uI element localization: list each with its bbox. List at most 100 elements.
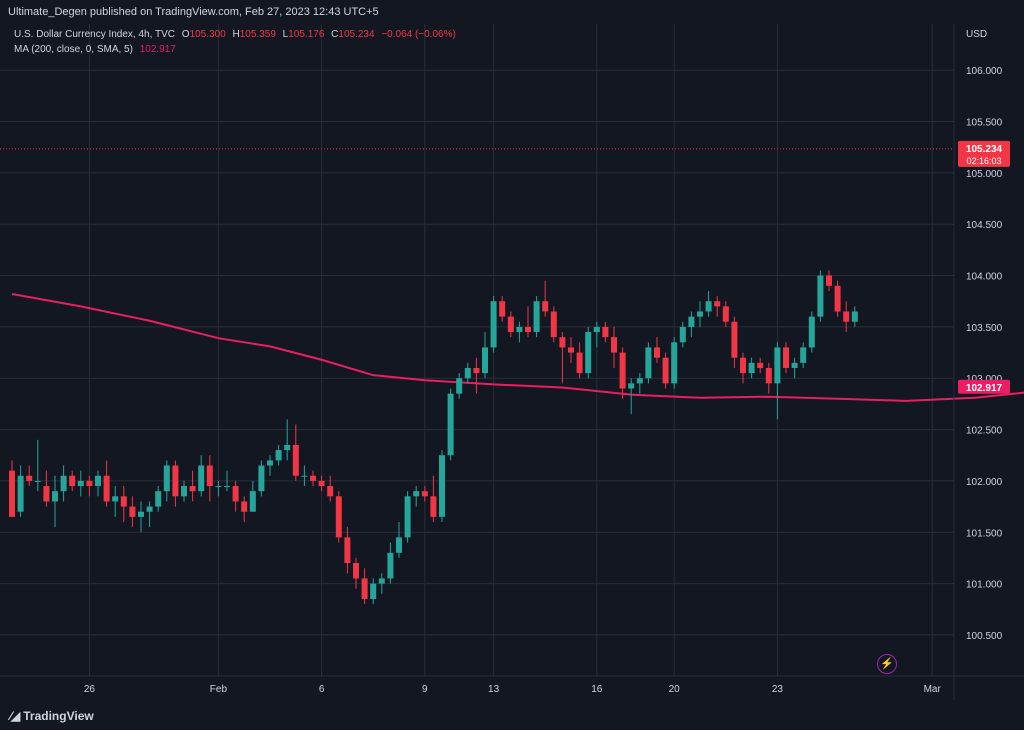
candle-body bbox=[26, 475, 33, 481]
candle bbox=[172, 460, 179, 507]
candle bbox=[851, 306, 858, 327]
candle bbox=[43, 470, 50, 507]
candle-body bbox=[611, 337, 617, 353]
candle bbox=[335, 491, 342, 543]
candle bbox=[258, 460, 265, 497]
symbol-name: U.S. Dollar Currency Index, 4h, TVC bbox=[14, 29, 175, 40]
candle bbox=[834, 280, 841, 317]
candle bbox=[396, 521, 402, 558]
close-label: C bbox=[331, 29, 339, 40]
candle bbox=[619, 347, 626, 399]
candle-body bbox=[568, 347, 574, 353]
candle-body bbox=[163, 465, 170, 492]
candle-body bbox=[645, 347, 652, 379]
candle-body bbox=[516, 326, 523, 333]
candle-body bbox=[757, 362, 764, 368]
candle-body bbox=[387, 552, 394, 579]
tradingview-logo-icon: ⁄◢ bbox=[10, 709, 20, 723]
candle bbox=[671, 337, 678, 389]
high-value: 105.359 bbox=[239, 29, 276, 40]
candle bbox=[86, 475, 93, 497]
candle bbox=[765, 362, 772, 394]
candle-body bbox=[550, 311, 557, 338]
candle bbox=[593, 321, 600, 348]
candle bbox=[292, 424, 299, 481]
ma-price-label: 102.917 bbox=[966, 383, 1003, 394]
candle bbox=[138, 501, 144, 533]
candle bbox=[198, 455, 205, 497]
price-tick-label: 101.500 bbox=[966, 528, 1003, 539]
price-tick-label: 100.500 bbox=[966, 631, 1003, 642]
price-chart[interactable]: 106.000 105.500 105.000 104.500 104.000 103.5… bbox=[0, 24, 1024, 700]
candle-body bbox=[559, 337, 566, 348]
candle-body bbox=[740, 357, 746, 374]
candle bbox=[722, 301, 729, 327]
candle-body bbox=[731, 321, 738, 358]
candle-body bbox=[292, 444, 299, 476]
candle-body bbox=[800, 347, 807, 363]
candle-body bbox=[138, 511, 144, 517]
candle-body bbox=[310, 475, 316, 481]
candle bbox=[456, 373, 463, 399]
candle bbox=[103, 460, 110, 507]
time-tick-label: 6 bbox=[319, 684, 325, 695]
candle-body bbox=[69, 475, 76, 487]
candle bbox=[817, 270, 824, 322]
low-value: 105.176 bbox=[288, 29, 325, 40]
candle bbox=[284, 419, 291, 461]
brand-name: TradingView bbox=[23, 709, 94, 723]
candle bbox=[155, 486, 162, 512]
candle-body bbox=[765, 367, 772, 384]
candle bbox=[404, 491, 411, 543]
candle-body bbox=[705, 301, 712, 312]
price-tick-label: 102.500 bbox=[966, 426, 1003, 437]
candle bbox=[679, 321, 686, 348]
candle bbox=[387, 542, 394, 584]
candle bbox=[654, 337, 660, 363]
candle-body bbox=[275, 450, 282, 461]
candle bbox=[826, 270, 832, 291]
candle bbox=[181, 480, 187, 502]
candle-body bbox=[206, 465, 213, 487]
candle bbox=[576, 342, 583, 379]
candle-body bbox=[215, 486, 222, 488]
candle bbox=[146, 501, 153, 528]
candle-body bbox=[112, 496, 119, 502]
candle bbox=[748, 357, 755, 379]
candle bbox=[800, 342, 807, 368]
moving-average-line bbox=[11, 293, 1024, 402]
candle-body bbox=[327, 486, 334, 497]
symbol-legend: U.S. Dollar Currency Index, 4h, TVC O105… bbox=[14, 29, 456, 40]
candle bbox=[602, 321, 609, 343]
candle-body bbox=[447, 393, 454, 456]
lightning-icon[interactable]: ⚡ bbox=[877, 654, 897, 674]
candle bbox=[344, 527, 351, 574]
candle-body bbox=[181, 486, 187, 497]
candle-body bbox=[817, 275, 824, 317]
price-tick-label: 105.000 bbox=[966, 169, 1003, 180]
candle-body bbox=[662, 357, 669, 384]
candle-body bbox=[430, 496, 437, 517]
candle-body bbox=[232, 486, 239, 502]
tradingview-logo[interactable]: ⁄◢ TradingView bbox=[10, 709, 94, 723]
price-tick-label: 106.000 bbox=[966, 66, 1003, 77]
candle bbox=[120, 486, 127, 522]
candle bbox=[628, 378, 635, 415]
candle bbox=[447, 388, 454, 461]
candle bbox=[361, 568, 368, 605]
candle bbox=[215, 480, 222, 497]
candle-body bbox=[834, 285, 841, 312]
candle bbox=[95, 470, 101, 497]
candle-body bbox=[602, 326, 609, 338]
candle bbox=[774, 342, 781, 420]
price-tick-label: 103.500 bbox=[966, 323, 1003, 334]
candle bbox=[69, 470, 76, 492]
candle-body bbox=[34, 480, 41, 482]
candle-body bbox=[482, 347, 488, 374]
change-value: −0.064 (−0.06%) bbox=[381, 29, 456, 40]
candle-body bbox=[301, 475, 308, 477]
price-tick-label: 104.000 bbox=[966, 272, 1003, 283]
candle bbox=[17, 465, 24, 517]
candle-body bbox=[843, 311, 850, 322]
